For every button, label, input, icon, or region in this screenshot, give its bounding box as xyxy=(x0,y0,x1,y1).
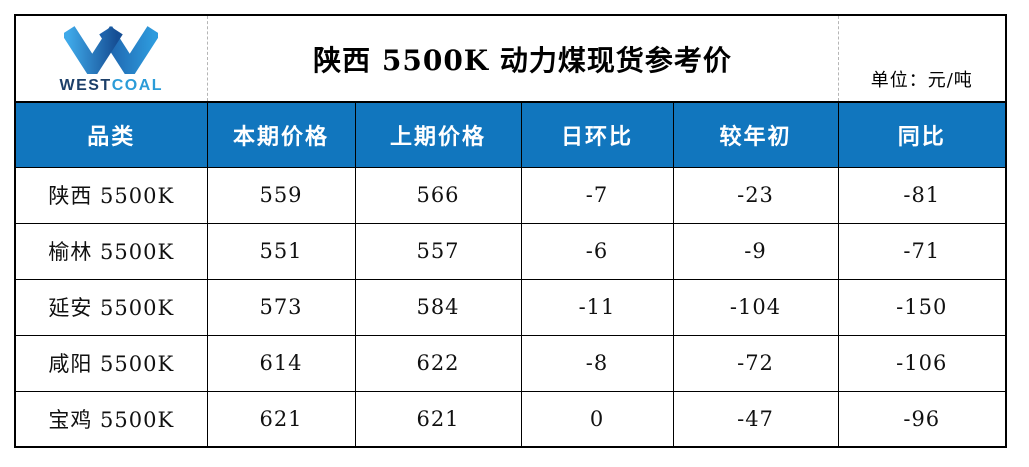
logo-text-west: WEST xyxy=(59,76,112,94)
unit-label: 单位：元/吨 xyxy=(838,15,1007,103)
title-band: WESTCOAL 陕西 5500K 动力煤现货参考价 单位：元/吨 xyxy=(15,15,1007,103)
cell-category: 宝鸡 5500K xyxy=(14,390,208,448)
cell-category: 榆林 5500K xyxy=(14,222,208,280)
cell-current-price: 559 xyxy=(206,166,356,224)
column-header-current-price: 本期价格 xyxy=(206,101,356,168)
westcoal-logo-text: WESTCOAL xyxy=(59,76,164,94)
cell-previous-price: 557 xyxy=(354,222,522,280)
coal-price-table: WESTCOAL 陕西 5500K 动力煤现货参考价 单位：元/吨 品类 本期价… xyxy=(14,14,1008,448)
cell-yoy-change: -106 xyxy=(837,334,1007,392)
westcoal-w-logo-icon xyxy=(64,25,159,74)
logo-text-coal: COAL xyxy=(111,76,164,94)
column-header-ytd-change: 较年初 xyxy=(672,101,839,168)
table-row: 榆林 5500K 551 557 -6 -9 -71 xyxy=(14,222,1007,280)
table-row: 宝鸡 5500K 621 621 0 -47 -96 xyxy=(14,390,1007,448)
cell-ytd-change: -104 xyxy=(672,278,839,336)
cell-previous-price: 584 xyxy=(354,278,522,336)
cell-current-price: 621 xyxy=(206,390,356,448)
cell-yoy-change: -71 xyxy=(837,222,1007,280)
cell-previous-price: 622 xyxy=(354,334,522,392)
column-header-yoy-change: 同比 xyxy=(837,101,1007,168)
cell-yoy-change: -81 xyxy=(837,166,1007,224)
cell-category: 延安 5500K xyxy=(14,278,208,336)
cell-category: 咸阳 5500K xyxy=(14,334,208,392)
cell-dod-change: 0 xyxy=(520,390,674,448)
cell-ytd-change: -9 xyxy=(672,222,839,280)
cell-dod-change: -11 xyxy=(520,278,674,336)
cell-previous-price: 566 xyxy=(354,166,522,224)
cell-ytd-change: -23 xyxy=(672,166,839,224)
table-row: 延安 5500K 573 584 -11 -104 -150 xyxy=(14,278,1007,336)
table-header-row: 品类 本期价格 上期价格 日环比 较年初 同比 xyxy=(14,101,1007,168)
westcoal-logo: WESTCOAL xyxy=(59,24,163,94)
cell-previous-price: 621 xyxy=(354,390,522,448)
cell-current-price: 551 xyxy=(206,222,356,280)
cell-dod-change: -6 xyxy=(520,222,674,280)
cell-dod-change: -7 xyxy=(520,166,674,224)
cell-yoy-change: -150 xyxy=(837,278,1007,336)
logo-cell: WESTCOAL xyxy=(15,15,207,103)
cell-current-price: 614 xyxy=(206,334,356,392)
cell-ytd-change: -72 xyxy=(672,334,839,392)
cell-yoy-change: -96 xyxy=(837,390,1007,448)
table-row: 咸阳 5500K 614 622 -8 -72 -106 xyxy=(14,334,1007,392)
column-header-category: 品类 xyxy=(14,101,208,168)
column-header-dod-change: 日环比 xyxy=(520,101,674,168)
column-header-previous-price: 上期价格 xyxy=(354,101,522,168)
page-title: 陕西 5500K 动力煤现货参考价 xyxy=(206,15,839,103)
cell-ytd-change: -47 xyxy=(672,390,839,448)
cell-current-price: 573 xyxy=(206,278,356,336)
cell-dod-change: -8 xyxy=(520,334,674,392)
cell-category: 陕西 5500K xyxy=(14,166,208,224)
table-row: 陕西 5500K 559 566 -7 -23 -81 xyxy=(14,166,1007,224)
